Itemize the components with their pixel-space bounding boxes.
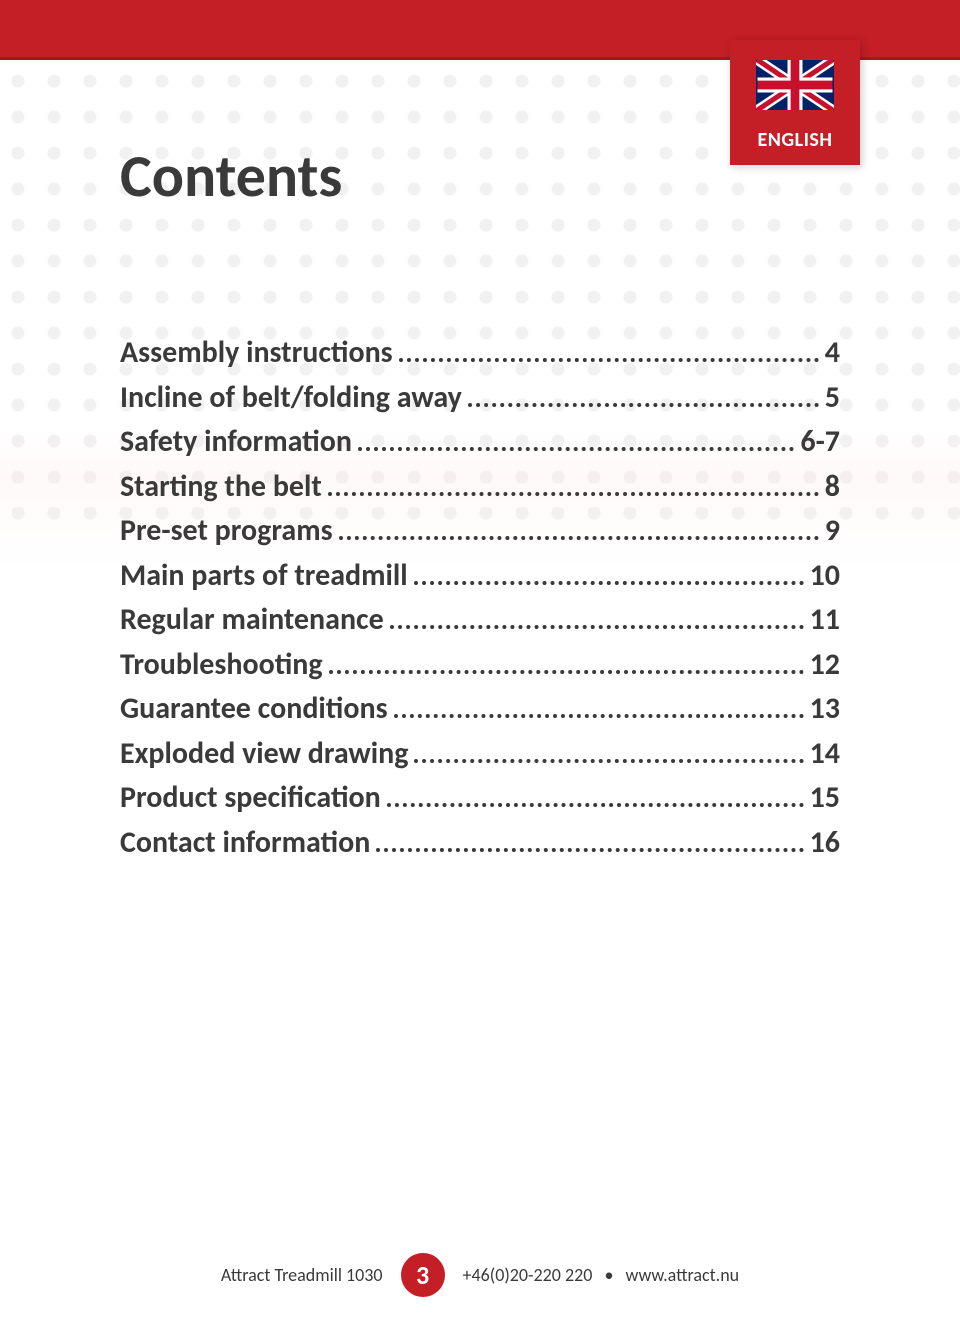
toc-row: Guarantee conditions 13 bbox=[120, 689, 840, 730]
toc-row: Troubleshooting 12 bbox=[120, 645, 840, 686]
toc-page: 5 bbox=[825, 378, 840, 419]
bullet-separator: • bbox=[604, 1264, 613, 1286]
toc-page: 10 bbox=[810, 556, 840, 597]
toc-label: Pre-set programs bbox=[120, 511, 333, 552]
toc-page: 9 bbox=[825, 511, 840, 552]
toc-label: Product specification bbox=[120, 778, 381, 819]
toc-label: Regular maintenance bbox=[120, 600, 384, 641]
toc-dots bbox=[358, 427, 794, 451]
toc-page: 15 bbox=[810, 778, 840, 819]
toc-page: 6-7 bbox=[800, 422, 840, 463]
toc-dots bbox=[468, 383, 819, 407]
toc-row: Regular maintenance 11 bbox=[120, 600, 840, 641]
toc-row: Starting the belt 8 bbox=[120, 467, 840, 508]
toc-row: Pre-set programs 9 bbox=[120, 511, 840, 552]
toc-label: Troubleshooting bbox=[120, 645, 323, 686]
toc-page: 11 bbox=[810, 600, 840, 641]
toc-dots bbox=[387, 783, 804, 807]
toc-label: Guarantee conditions bbox=[120, 689, 388, 730]
table-of-contents: Assembly instructions 4 Incline of belt/… bbox=[120, 333, 840, 863]
toc-row: Contact information 16 bbox=[120, 823, 840, 864]
toc-dots bbox=[394, 694, 804, 718]
toc-row: Safety information 6-7 bbox=[120, 422, 840, 463]
footer: Attract Treadmill 1030 3 +46(0)20-220 22… bbox=[0, 1253, 960, 1297]
footer-product: Attract Treadmill 1030 bbox=[221, 1264, 383, 1286]
toc-label: Incline of belt/folding away bbox=[120, 378, 462, 419]
main-content: Contents Assembly instructions 4 Incline… bbox=[0, 60, 960, 863]
toc-row: Exploded view drawing 14 bbox=[120, 734, 840, 775]
toc-dots bbox=[376, 828, 803, 852]
toc-page: 14 bbox=[810, 734, 840, 775]
toc-row: Assembly instructions 4 bbox=[120, 333, 840, 374]
toc-page: 13 bbox=[810, 689, 840, 730]
toc-label: Exploded view drawing bbox=[120, 734, 408, 775]
toc-page: 12 bbox=[810, 645, 840, 686]
page-number: 3 bbox=[416, 1259, 429, 1291]
toc-page: 4 bbox=[825, 333, 840, 374]
toc-dots bbox=[414, 561, 804, 585]
toc-row: Incline of belt/folding away 5 bbox=[120, 378, 840, 419]
toc-dots bbox=[328, 472, 819, 496]
footer-phone: +46(0)20-220 220 bbox=[463, 1264, 593, 1286]
footer-contact: +46(0)20-220 220 • www.attract.nu bbox=[463, 1264, 740, 1286]
page-number-badge: 3 bbox=[401, 1253, 445, 1297]
page-title: Contents bbox=[120, 140, 840, 213]
footer-website: www.attract.nu bbox=[626, 1264, 740, 1286]
toc-page: 16 bbox=[810, 823, 840, 864]
toc-label: Main parts of treadmill bbox=[120, 556, 408, 597]
toc-label: Assembly instructions bbox=[120, 333, 393, 374]
toc-page: 8 bbox=[825, 467, 840, 508]
toc-label: Safety information bbox=[120, 422, 352, 463]
toc-row: Main parts of treadmill 10 bbox=[120, 556, 840, 597]
toc-dots bbox=[339, 516, 819, 540]
toc-label: Contact information bbox=[120, 823, 370, 864]
toc-dots bbox=[414, 739, 803, 763]
toc-dots bbox=[399, 338, 819, 362]
toc-dots bbox=[390, 605, 804, 629]
toc-label: Starting the belt bbox=[120, 467, 322, 508]
toc-dots bbox=[329, 650, 804, 674]
toc-row: Product specification 15 bbox=[120, 778, 840, 819]
